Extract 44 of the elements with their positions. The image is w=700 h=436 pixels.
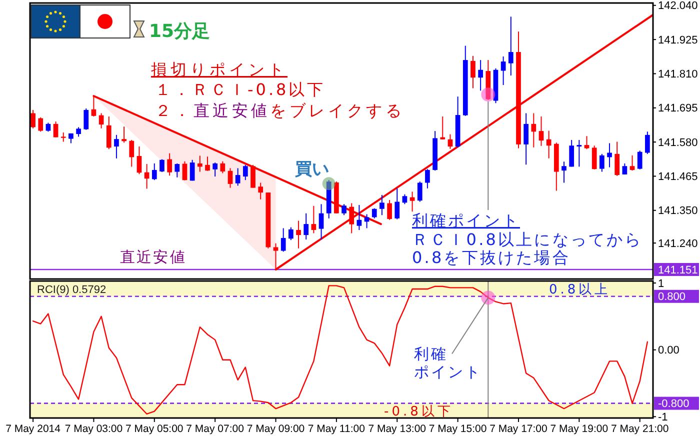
xtick-label: 7 May 2014 xyxy=(6,423,60,435)
xtick-label: 7 May 13:00 xyxy=(368,423,426,435)
annotation: 直近安値 xyxy=(120,248,186,266)
xtick-label: 7 May 09:00 xyxy=(246,423,305,435)
ref-line-label: -0.800 xyxy=(658,398,690,410)
annotation: RCI(9) 0.5792 xyxy=(37,284,106,296)
annotation: ポイント xyxy=(414,363,482,381)
ytick-label: 141.810 xyxy=(658,68,698,81)
xtick-label: 7 May 15:00 xyxy=(428,423,487,435)
title: 15分足 xyxy=(149,21,210,42)
ytick-label: 141.240 xyxy=(658,238,698,250)
annotation: 利確 xyxy=(414,345,448,363)
annotation: １．ＲＣＩ-0.8以下 xyxy=(155,80,326,99)
xtick-label: 7 May 21:00 xyxy=(610,423,669,435)
xtick-label: 7 May 11:00 xyxy=(308,423,365,435)
annotation: 0.8以上 xyxy=(549,282,611,298)
ytick-label: 141.580 xyxy=(658,136,698,149)
ref-line-label: 141.151 xyxy=(658,264,698,276)
ref-line-label: -0.800 xyxy=(654,396,699,410)
xtick-label: 7 May 05:00 xyxy=(126,423,184,435)
ytick-label: -1 xyxy=(658,412,668,424)
ytick-label: 141.465 xyxy=(658,171,698,184)
annotation: -0.8以下 xyxy=(384,404,454,420)
ytick-label: 142.040 xyxy=(658,0,698,12)
annotation: 買い xyxy=(294,160,329,180)
xtick-label: 7 May 19:00 xyxy=(550,423,608,435)
ref-line-label: 0.800 xyxy=(658,291,686,304)
annotation: 直近安値 xyxy=(193,101,270,120)
xtick-label: 7 May 17:00 xyxy=(490,423,548,435)
ytick-label: 1 xyxy=(658,278,664,290)
ytick-label: 141.350 xyxy=(658,205,698,218)
ref-line-label: 0.800 xyxy=(654,290,699,304)
annotation: ＲＣＩ0.8以上になってから xyxy=(412,230,643,249)
xtick-label: 7 May 07:00 xyxy=(186,423,244,435)
ytick-label: 141.925 xyxy=(658,34,698,46)
annotation: ２． xyxy=(155,101,194,120)
annotation: をブレイクする xyxy=(270,101,405,120)
xtick-label: 7 May 03:00 xyxy=(64,423,123,435)
ref-line-label: 141.151 xyxy=(654,263,699,276)
ytick-label: 141.695 xyxy=(658,102,698,115)
annotation: 利確ポイント xyxy=(412,211,520,230)
annotation: 損切りポイント xyxy=(151,60,288,79)
annotation: 0.8を下抜けた場合 xyxy=(412,248,570,267)
ytick-label: 0.00 xyxy=(658,344,680,357)
